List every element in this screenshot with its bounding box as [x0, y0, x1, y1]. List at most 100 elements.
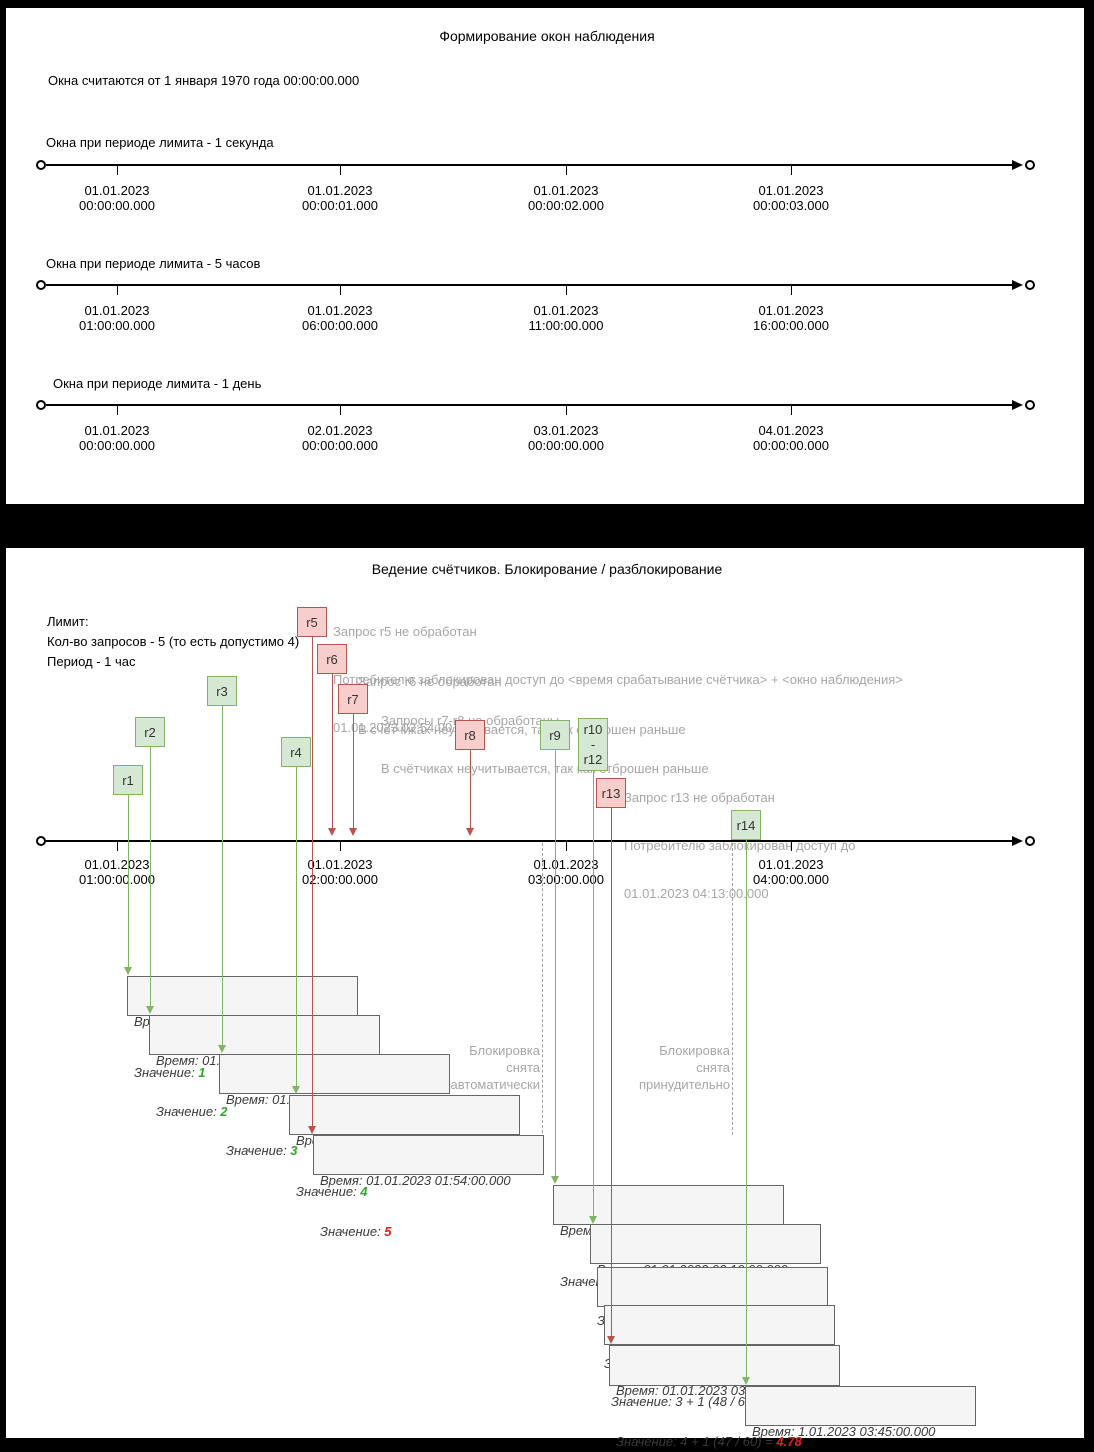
observation-windows-panel [6, 8, 1084, 504]
tick [791, 405, 792, 415]
tick-label: 01.01.2023 00:00:00.000 [79, 423, 155, 453]
tick-label: 01.01.2023 03:00:00.000 [528, 857, 604, 887]
tick-label: 01.01.2023 00:00:02.000 [528, 183, 604, 213]
timeline-1d-start-circle [36, 400, 46, 410]
tick [117, 405, 118, 415]
tick [566, 841, 567, 851]
request-line-r6 [332, 674, 333, 829]
timeline-1s-axis [46, 164, 1018, 166]
tick [566, 405, 567, 415]
request-r8: r8 [455, 720, 485, 750]
arrow-down-icon-r7 [349, 828, 357, 836]
arrow-down-icon-r13 [607, 1336, 615, 1344]
request-r10-r12: r10 - r12 [578, 718, 608, 771]
timeline-1s-start-circle [36, 160, 46, 170]
tick [117, 285, 118, 295]
request-r1: r1 [113, 765, 143, 795]
panel2-title: Ведение счётчиков. Блокирование / разбло… [371, 561, 723, 577]
request-r2: r2 [135, 717, 165, 747]
counter-box-7: Время: 01.01.2023 03:10:00.000 Значение:… [590, 1224, 821, 1328]
timeline-1s-label: Окна при периоде лимита - 1 секунда [46, 135, 274, 150]
arrow-down-icon-r8 [466, 828, 474, 836]
timeline-1d-axis [46, 404, 1018, 406]
tick [340, 285, 341, 295]
tick-label: 01.01.2023 00:00:03.000 [753, 183, 829, 213]
arrow-down-icon-r6 [328, 828, 336, 836]
timeline-5h-axis [46, 284, 1018, 286]
request-line-r13 [611, 808, 612, 1336]
timeline-1d-end-circle [1025, 400, 1035, 410]
request-r14: r14 [731, 810, 761, 840]
tick-label: 01.01.2023 11:00:00.000 [528, 303, 604, 333]
unblock-forced-dashed-line [732, 843, 733, 1135]
arrow-down-icon-r2 [146, 1006, 154, 1014]
counter-box-3: Время: 01.01.2023 01:30:00.000 Значение:… [219, 1054, 450, 1158]
tick [791, 285, 792, 295]
arrow-down-icon-r3 [218, 1045, 226, 1053]
tick-label: 01.01.2023 01:00:00.000 [79, 303, 155, 333]
request-line-r14 [746, 840, 747, 1377]
timeline-1d-label: Окна при периоде лимита - 1 день [53, 376, 262, 391]
tick [340, 405, 341, 415]
annotation-r13: Запрос r13 не обработан Потребителю забл… [624, 790, 856, 901]
request-line-r4 [296, 767, 297, 1087]
limit-line-2: Кол-во запросов - 5 (то есть допустимо 4… [47, 634, 300, 649]
counter-box-2: Время: 01.01.2023 01:10:00.000 Значение:… [149, 1015, 380, 1119]
timeline-5h-arrow-icon [1012, 280, 1023, 290]
timeline-5h-label: Окна при периоде лимита - 5 часов [46, 256, 261, 271]
tick-label: 01.01.2023 16:00:00.000 [753, 303, 829, 333]
request-r7: r7 [338, 684, 368, 714]
request-r6: r6 [317, 644, 347, 674]
request-r4: r4 [281, 737, 311, 767]
panel1-title: Формирование окон наблюдения [439, 28, 655, 44]
counter-box-6: Время: 1.01.2023 02:58:00.000 Значение: … [553, 1185, 784, 1289]
tick-label: 01.01.2023 01:00:00.000 [79, 857, 155, 887]
counter-box-4: Время: 01.01.2023 01:50:00.000 Значение:… [289, 1095, 520, 1199]
request-line-r3 [222, 706, 223, 1046]
counter-timeline-arrow-icon [1012, 836, 1023, 846]
tick [791, 165, 792, 175]
counter-timeline-start-circle [36, 836, 46, 846]
request-line-r2 [150, 747, 151, 1007]
request-line-r1 [128, 795, 129, 968]
tick [117, 165, 118, 175]
counter-box-10: Время: 01.01.2023 03:13:00.000 Значение:… [609, 1345, 840, 1449]
counter-box-9: Время: 01.01.2023 03:12:00.000 Значение:… [604, 1305, 835, 1409]
request-line-r7 [353, 714, 354, 829]
request-line-r10-r12 [593, 770, 594, 1216]
request-r13: r13 [596, 778, 626, 808]
timeline-5h-end-circle [1025, 280, 1035, 290]
tick-label: 01.01.2023 04:00:00.000 [753, 857, 829, 887]
tick [340, 165, 341, 175]
tick [340, 841, 341, 851]
timeline-1s-arrow-icon [1012, 160, 1023, 170]
request-r5: r5 [297, 607, 327, 637]
unblock-auto-note: Блокировка снята автоматически [450, 1043, 540, 1092]
tick [791, 841, 792, 851]
counter-box-11: Время: 1.01.2023 03:45:00.000 Значение: … [745, 1386, 976, 1439]
request-line-r8 [470, 750, 471, 829]
timeline-1d-arrow-icon [1012, 400, 1023, 410]
arrow-down-icon-r9 [551, 1176, 559, 1184]
tick-label: 03.01.2023 00:00:00.000 [528, 423, 604, 453]
tick-label: 01.01.2023 06:00:00.000 [302, 303, 378, 333]
arrow-down-icon-r4 [292, 1086, 300, 1094]
limit-line-1: Лимит: [47, 614, 89, 629]
tick-label: 01.01.2023 00:00:00.000 [79, 183, 155, 213]
arrow-down-icon-r1 [124, 967, 132, 975]
unblock-forced-note: Блокировка снята принудительно [639, 1043, 730, 1092]
tick [117, 841, 118, 851]
limit-line-3: Период - 1 час [47, 654, 136, 669]
request-line-r9 [555, 750, 556, 1176]
unblock-auto-dashed-line [542, 843, 543, 1133]
timeline-1s-end-circle [1025, 160, 1035, 170]
request-r9: r9 [540, 720, 570, 750]
panel1-note: Окна считаются от 1 января 1970 года 00:… [48, 73, 360, 88]
counter-timeline-axis [46, 840, 1018, 842]
request-line-r5 [312, 637, 313, 1127]
annotation-r5: Запрос r5 не обработан Потребителю забло… [333, 624, 903, 735]
tick-label: 01.01.2023 00:00:01.000 [302, 183, 378, 213]
counter-box-1: Время: 01.01.2023 01:05:00.000 Значение:… [127, 976, 358, 1080]
tick-label: 01.01.2023 02:00:00.000 [302, 857, 378, 887]
